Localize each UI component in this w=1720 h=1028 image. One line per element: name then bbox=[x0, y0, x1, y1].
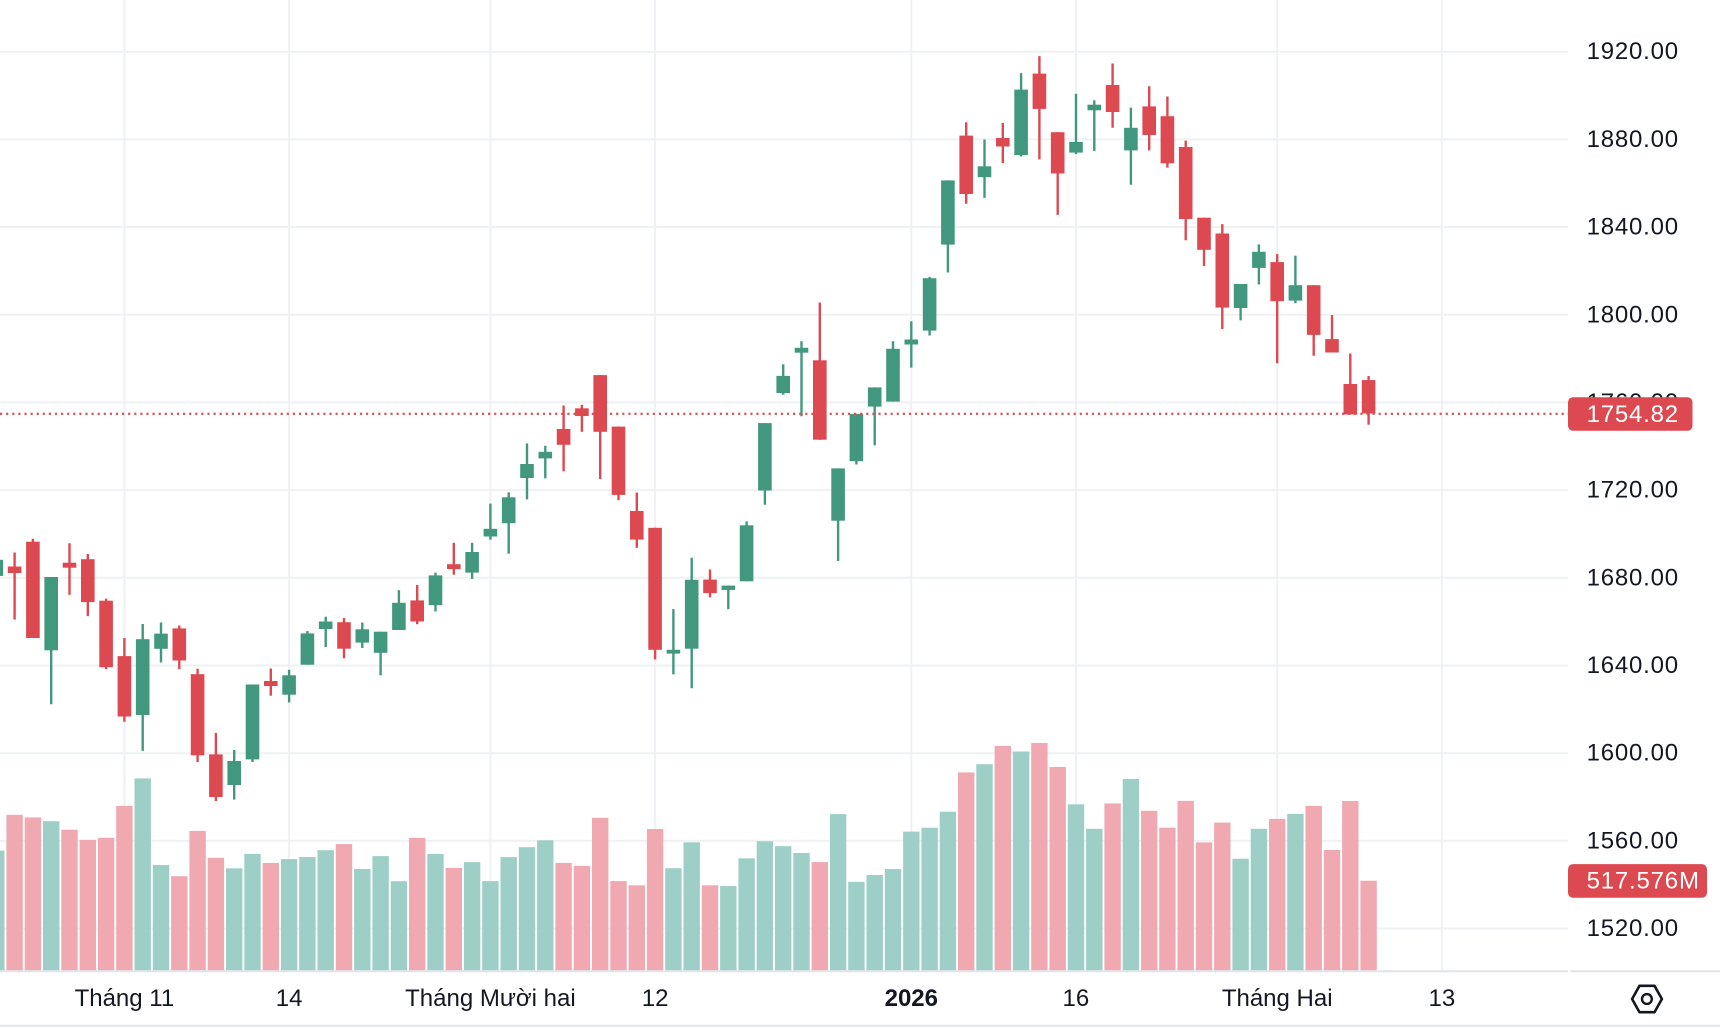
svg-text:1520.00: 1520.00 bbox=[1587, 915, 1679, 942]
svg-text:1720.00: 1720.00 bbox=[1587, 477, 1679, 504]
svg-text:517.576M: 517.576M bbox=[1587, 868, 1700, 895]
svg-text:1800.00: 1800.00 bbox=[1587, 301, 1679, 328]
svg-text:1840.00: 1840.00 bbox=[1587, 214, 1679, 241]
svg-text:12: 12 bbox=[642, 985, 669, 1012]
svg-text:14: 14 bbox=[276, 985, 303, 1012]
svg-text:1754.82: 1754.82 bbox=[1587, 401, 1679, 428]
svg-text:16: 16 bbox=[1063, 985, 1090, 1012]
svg-text:1920.00: 1920.00 bbox=[1587, 38, 1679, 65]
svg-text:Tháng Hai: Tháng Hai bbox=[1222, 985, 1333, 1012]
svg-text:1640.00: 1640.00 bbox=[1587, 652, 1679, 679]
svg-text:1560.00: 1560.00 bbox=[1587, 827, 1679, 854]
svg-text:13: 13 bbox=[1429, 985, 1456, 1012]
svg-text:1680.00: 1680.00 bbox=[1587, 564, 1679, 591]
svg-text:1880.00: 1880.00 bbox=[1587, 126, 1679, 153]
svg-text:1600.00: 1600.00 bbox=[1587, 740, 1679, 767]
svg-text:Tháng Mười hai: Tháng Mười hai bbox=[405, 985, 576, 1012]
svg-text:2026: 2026 bbox=[885, 985, 938, 1012]
svg-text:Tháng 11: Tháng 11 bbox=[75, 985, 175, 1012]
